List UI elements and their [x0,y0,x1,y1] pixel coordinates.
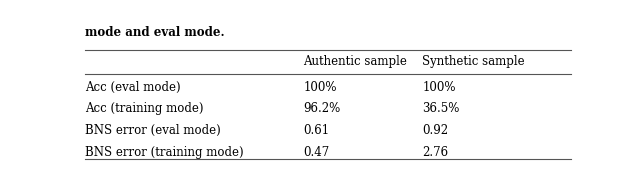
Text: Acc (training mode): Acc (training mode) [85,102,204,115]
Text: 2.76: 2.76 [422,146,449,159]
Text: 0.47: 0.47 [303,146,330,159]
Text: mode and eval mode.: mode and eval mode. [85,26,225,39]
Text: 0.61: 0.61 [303,124,330,137]
Text: Authentic sample: Authentic sample [303,55,407,68]
Text: BNS error (training mode): BNS error (training mode) [85,146,244,159]
Text: Synthetic sample: Synthetic sample [422,55,525,68]
Text: 96.2%: 96.2% [303,102,340,115]
Text: Acc (eval mode): Acc (eval mode) [85,80,180,94]
Text: 0.92: 0.92 [422,124,449,137]
Text: 36.5%: 36.5% [422,102,460,115]
Text: BNS error (eval mode): BNS error (eval mode) [85,124,221,137]
Text: 100%: 100% [422,80,456,94]
Text: 100%: 100% [303,80,337,94]
